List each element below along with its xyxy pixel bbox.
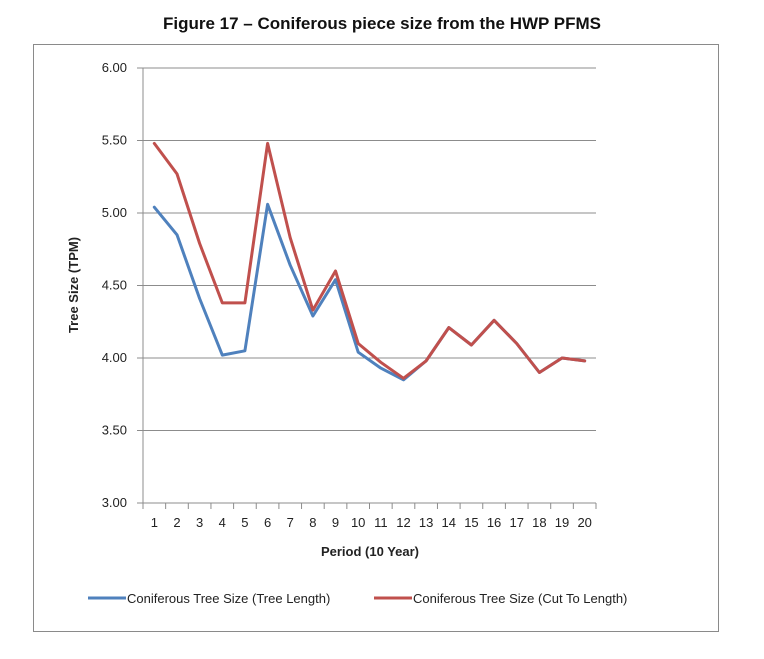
legend-label-2: Coniferous Tree Size (Cut To Length) (413, 591, 627, 606)
y-tick-label-3: 4.50 (102, 278, 127, 293)
x-tick-label-13: 13 (419, 515, 433, 530)
x-tick-label-3: 3 (196, 515, 203, 530)
x-tick-label-5: 5 (241, 515, 248, 530)
chart-title: Figure 17 – Coniferous piece size from t… (163, 14, 601, 33)
x-tick-label-7: 7 (287, 515, 294, 530)
x-tick-label-9: 9 (332, 515, 339, 530)
x-tick-label-6: 6 (264, 515, 271, 530)
x-tick-label-19: 19 (555, 515, 569, 530)
y-tick-label-5: 5.50 (102, 133, 127, 148)
x-tick-label-18: 18 (532, 515, 546, 530)
x-tick-label-8: 8 (309, 515, 316, 530)
chart-legend: Coniferous Tree Size (Tree Length) Conife… (88, 591, 627, 606)
x-tick-label-11: 11 (374, 515, 388, 530)
y-tick-label-6: 6.00 (102, 60, 127, 75)
x-tick-label-17: 17 (509, 515, 523, 530)
x-tick-label-20: 20 (577, 515, 591, 530)
y-tick-label-0: 3.00 (102, 495, 127, 510)
legend-label-1: Coniferous Tree Size (Tree Length) (127, 591, 330, 606)
series-line-2 (152, 141, 587, 380)
y-axis-title: Tree Size (TPM) (66, 237, 81, 333)
x-tick-label-14: 14 (442, 515, 456, 530)
y-tick-label-1: 3.50 (102, 423, 127, 438)
x-tick-label-15: 15 (464, 515, 478, 530)
y-tick-label-2: 4.00 (102, 350, 127, 365)
x-tick-label-10: 10 (351, 515, 365, 530)
x-tick-label-4: 4 (219, 515, 226, 530)
x-tick-label-2: 2 (173, 515, 180, 530)
x-tick-label-16: 16 (487, 515, 501, 530)
x-axis-title: Period (10 Year) (321, 544, 419, 559)
chart-frame (33, 44, 719, 632)
x-tick-label-12: 12 (396, 515, 410, 530)
y-tick-label-4: 5.00 (102, 205, 127, 220)
x-tick-label-1: 1 (151, 515, 158, 530)
